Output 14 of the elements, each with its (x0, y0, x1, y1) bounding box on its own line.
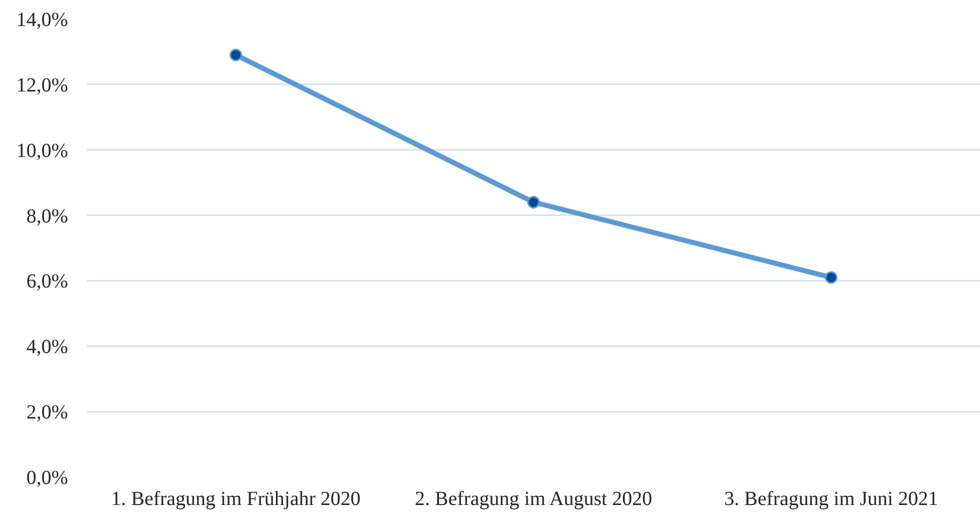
point (527, 196, 540, 208)
y-tick-label: 10,0% (16, 140, 68, 162)
point (230, 48, 242, 62)
y-tick-label: 12,0% (16, 74, 68, 96)
y-tick-label: 14,0% (16, 9, 68, 31)
y-tick-label: 6,0% (26, 270, 68, 293)
y-tick-label: 2,0% (26, 402, 68, 424)
x-tick-label: 1. Befragung im Frühjahr 2020 (111, 488, 361, 510)
x-tick-label: 2. Befragung im August 2020 (414, 488, 652, 510)
point (824, 271, 838, 284)
y-tick-label: 8,0% (26, 205, 68, 228)
y-tick-label: 4,0% (26, 336, 68, 358)
x-tick-label: 3. Befragung im Juni 2021 (724, 488, 938, 510)
y-tick-label: 0,0% (26, 467, 68, 489)
